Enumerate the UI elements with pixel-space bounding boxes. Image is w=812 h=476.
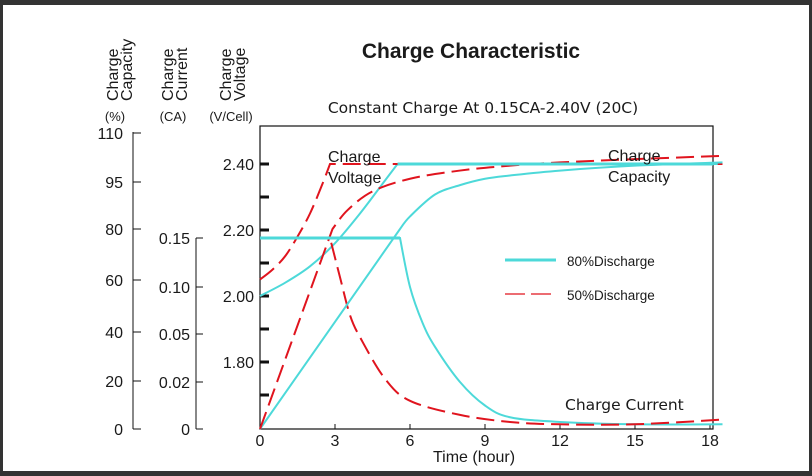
x-tick-label: 0 <box>256 433 265 450</box>
x-tick-label: 6 <box>406 433 415 450</box>
series-line-50-discharge-capacity <box>259 154 723 430</box>
legend-label-50: 50%Discharge <box>567 288 655 303</box>
legend: 80%Discharge 50%Discharge <box>505 254 655 303</box>
annotation-charge-capacity-2: Capacity <box>608 169 670 186</box>
svg-text:Current: Current <box>174 47 191 101</box>
x-tick-label: 15 <box>626 433 644 450</box>
x-tick-label: 18 <box>701 433 719 450</box>
annotation-charge-current: Charge Current <box>565 396 684 414</box>
capacity-tick-label: 110 <box>97 126 123 143</box>
svg-text:Voltage: Voltage <box>232 48 249 101</box>
voltage-tick-label: 2.20 <box>223 223 254 240</box>
voltage-axis-title: Charge Voltage (V/Cell) <box>209 48 252 124</box>
capacity-tick-label: 40 <box>105 325 123 342</box>
current-tick-label: 0.02 <box>159 375 190 392</box>
current-tick-label: 0.10 <box>159 280 190 297</box>
series-line-80-discharge-capacity <box>259 161 723 430</box>
x-tick-label: 9 <box>481 433 490 450</box>
voltage-tick-label: 2.40 <box>223 157 254 174</box>
capacity-axis-title: Charge Capacity (%) <box>105 39 136 124</box>
x-tick-label: 12 <box>551 433 569 450</box>
voltage-tick-label: 2.00 <box>223 289 254 306</box>
annotation-charge-voltage-2: Voltage <box>328 170 381 187</box>
current-axis: 0.15 0.10 0.05 0.02 0 <box>159 231 203 439</box>
capacity-tick-label: 0 <box>114 422 123 439</box>
svg-text:Charge: Charge <box>218 48 235 101</box>
plot-area <box>259 125 714 430</box>
legend-label-80: 80%Discharge <box>567 254 655 269</box>
current-tick-label: 0.15 <box>159 231 190 248</box>
x-axis: 0 3 6 9 12 15 18 <box>256 424 719 450</box>
annotation-charge-voltage-1: Charge <box>328 149 381 166</box>
voltage-unit: (V/Cell) <box>209 109 252 124</box>
current-unit: (CA) <box>160 109 187 124</box>
capacity-tick-label: 95 <box>105 175 123 192</box>
series-line-80-discharge-voltage <box>259 163 723 297</box>
capacity-unit: (%) <box>105 109 125 124</box>
svg-text:Charge: Charge <box>105 48 122 101</box>
x-axis-label: Time (hour) <box>433 449 515 466</box>
current-tick-label: 0 <box>181 422 190 439</box>
x-tick-label: 3 <box>331 433 340 450</box>
capacity-tick-label: 20 <box>105 374 123 391</box>
capacity-axis: 110 95 80 60 40 20 0 <box>97 126 141 439</box>
voltage-tick-label: 1.80 <box>223 355 254 372</box>
series-layer <box>259 154 723 430</box>
voltage-axis: 2.40 2.20 2.00 1.80 <box>223 157 269 397</box>
capacity-tick-label: 80 <box>105 222 123 239</box>
svg-text:Capacity: Capacity <box>119 39 136 101</box>
capacity-tick-label: 60 <box>105 273 123 290</box>
chart-subtitle: Constant Charge At 0.15CA-2.40V (20C) <box>328 99 638 117</box>
chart-title: Charge Characteristic <box>362 40 581 63</box>
current-tick-label: 0.05 <box>159 327 190 344</box>
svg-text:Charge: Charge <box>160 48 177 101</box>
current-axis-title: Charge Current (CA) <box>160 47 191 124</box>
annotation-charge-capacity-1: Charge <box>608 148 661 165</box>
